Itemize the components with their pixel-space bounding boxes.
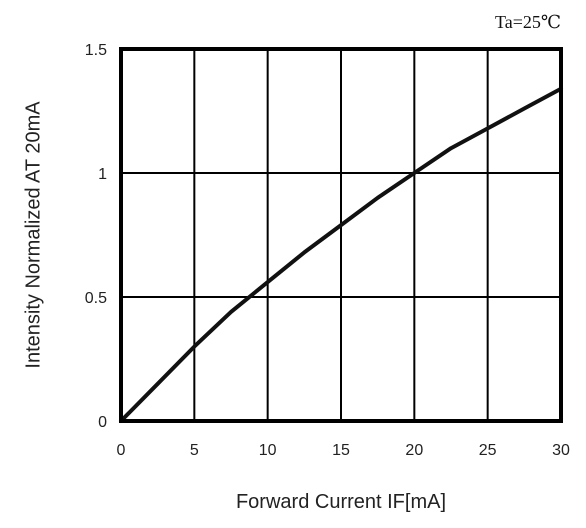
x-tick-label: 30 [552, 442, 570, 459]
grid-lines [120, 48, 562, 422]
series-lines [119, 86, 563, 423]
y-axis-title: Intensity Normalized AT 20mA [22, 101, 44, 369]
temperature-annotation: Ta=25℃ [495, 12, 561, 32]
x-tick-label: 15 [332, 442, 350, 459]
x-tick-label: 10 [259, 442, 277, 459]
x-tick-label: 0 [117, 442, 126, 459]
y-tick-label: 0.5 [85, 290, 107, 307]
x-tick-label: 25 [479, 442, 497, 459]
y-tick-label: 1.5 [85, 42, 107, 59]
x-axis-title: Forward Current IF[mA] [236, 491, 446, 513]
series-line [119, 86, 563, 423]
y-tick-label: 1 [98, 166, 107, 183]
x-tick-label: 20 [405, 442, 423, 459]
y-tick-label: 0 [98, 414, 107, 431]
x-tick-labels: 0 5 10 15 20 25 30 [117, 442, 570, 459]
x-tick-label: 5 [190, 442, 199, 459]
y-tick-labels: 0 0.5 1 1.5 [85, 42, 107, 431]
plot-frame [119, 47, 563, 423]
